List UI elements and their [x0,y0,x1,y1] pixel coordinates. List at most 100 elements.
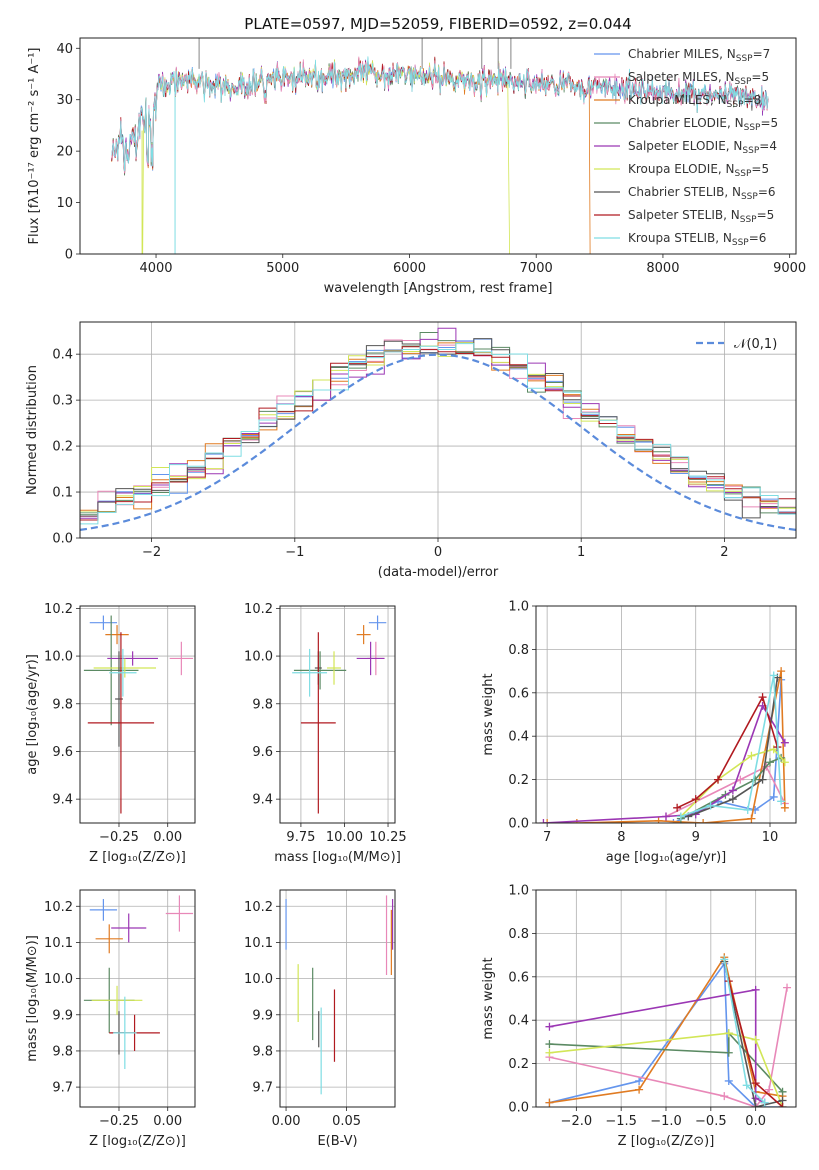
mass_vs_EBV-ytick-label-5: 10.2 [244,900,273,915]
weight_vs_age-ytick-label-2: 0.4 [508,730,529,745]
residuals-frame [79,321,797,539]
legend-suffix-2: =8 [744,93,762,107]
weight_vs_age-series-1 [665,765,786,818]
spectrum-xlabel: wavelength [Angstrom, rest frame] [324,281,553,296]
mass_vs_Z-ytick-label-4: 10.1 [44,936,73,951]
spectrum-xtick-label-2: 6000 [393,261,426,276]
spectrum-xtick-label-4: 8000 [646,261,679,276]
legend-label-4: Salpeter ELODIE, NSSP=4 [628,139,777,156]
mass_vs_EBV-plot-area [285,895,394,1095]
residuals-ytick-label-3: 0.3 [52,394,73,409]
spectrum-series-8 [111,56,769,172]
weight_vs_Z-marker-5-1 [724,1029,733,1038]
weight_vs_age-ytick-label-3: 0.6 [508,686,529,701]
mass_vs_Z-xtick-label-0: −0.25 [99,1114,139,1129]
legend-suffix-7: =5 [757,208,775,222]
weight_vs_Z-ytick-label-4: 0.8 [508,927,529,942]
spectrum-ytick-label-1: 10 [56,196,73,211]
weight_vs_Z-series-5 [549,1032,784,1107]
age_vs_mass-xlabel: mass [log₁₀(M/M⊙)] [274,850,401,865]
legend-name-7: Salpeter STELIB, N [628,208,740,222]
spectrum-frame [79,37,797,255]
legend-sub-6: SSP [741,192,758,202]
legend-label-3: Chabrier ELODIE, NSSP=5 [628,116,778,133]
spectrum-ytick-label-4: 40 [56,42,73,57]
weight_vs_Z-marker-1-3 [765,1085,774,1094]
spectrum-xtick-label-5: 9000 [773,261,806,276]
spectrum-ytick-label-3: 30 [56,93,73,108]
figure-title: PLATE=0597, MJD=52059, FIBERID=0592, z=0… [244,15,631,33]
panel-mass-vs-extinction: 0.00 0.05 9.7 9.8 9.9 10.0 10.1 10.2 E(B-V) [244,889,396,1149]
spectrum-xtick-label-1: 5000 [266,261,299,276]
legend-label-2: Kroupa MILES, NSSP=8 [628,93,761,110]
residuals-ytick-label-4: 0.4 [52,348,73,363]
weight_vs_age-ylabel: mass weight [481,673,496,755]
spectrum-xtick-label-3: 7000 [520,261,553,276]
legend-label-5: Kroupa ELODIE, NSSP=5 [628,162,769,179]
weight_vs_Z-ytick-label-2: 0.4 [508,1014,529,1029]
weight_vs_age-marker-6-1 [728,795,737,804]
age_vs_mass-frame [279,605,396,824]
legend-name-0: Chabrier MILES, N [628,47,736,61]
weight_vs_Z-marker-4-1 [751,985,760,994]
weight_vs_age-frame [535,605,797,824]
mass_vs_Z-grid [80,890,195,1107]
age_vs_Z-ylabel: age [log₁₀(age/yr)] [25,654,40,775]
age_vs_mass-xtick-label-1: 10.00 [326,830,363,845]
residuals-xtick-label-2: 0 [434,545,442,560]
age_vs_mass-grid [280,606,395,823]
weight_vs_Z-marker-2-1 [635,1085,644,1094]
weight_vs_Z-xtick-label-3: −0.5 [695,1114,727,1129]
weight_vs_age-marker-8-2 [743,805,752,814]
mass_vs_Z-xtick-label-1: 0.00 [153,1114,182,1129]
weight_vs_age-marker-2-0 [543,819,552,823]
weight_vs_Z-marker-3-1 [724,1048,733,1057]
mass_vs_EBV-xlabel: E(B-V) [317,1134,357,1149]
panel-mass-vs-metallicity: −0.25 0.00 9.7 9.8 9.9 10.0 10.1 10.2 Z [log₁₀(Z… [25,889,196,1149]
weight_vs_Z-frame [535,889,797,1108]
weight_vs_age-xtick-label-2: 9 [692,830,700,845]
weight_vs_Z-marker-2-0 [545,1098,554,1107]
weight_vs_age-xlabel: age [log₁₀(age/yr)] [606,850,727,865]
legend-name-3: Chabrier ELODIE, N [628,116,744,130]
legend-label-8: Kroupa STELIB, NSSP=6 [628,231,766,248]
residuals-xtick-label-1: −1 [285,545,304,560]
weight_vs_age-xtick-label-1: 8 [617,830,625,845]
panel-residual-histogram: −2 −1 0 1 2 0.0 0.1 0.2 0.3 0.4 (data-model)/error… [25,321,797,580]
legend-name-8: Kroupa STELIB, N [628,231,732,245]
legend-sub-0: SSP [736,54,753,64]
weight_vs_Z-xtick-label-0: −2.0 [561,1114,593,1129]
age_vs_Z-xlabel: Z [log₁₀(Z/Z⊙)] [89,850,186,865]
residuals-plot-area [80,327,796,531]
histogram-series-7 [80,346,796,521]
spectrum-xtick-label-0: 4000 [139,261,172,276]
age_vs_mass-ytick-label-0: 9.4 [252,793,273,808]
residuals-xtick-label-0: −2 [142,545,161,560]
legend-sub-5: SSP [735,169,752,179]
weight_vs_Z-marker-6-1 [751,1103,760,1107]
legend-sub-8: SSP [732,238,749,248]
weight_vs_Z-marker-0-3 [724,1076,733,1085]
age_vs_Z-ytick-label-1: 9.6 [52,745,73,760]
weight_vs_Z-ytick-label-0: 0.0 [508,1101,529,1116]
weight_vs_Z-ytick-label-1: 0.2 [508,1057,529,1072]
weight_vs_age-marker-5-2 [747,751,756,760]
panel-spectrum: 4000 5000 6000 7000 8000 9000 0 10 20 30 40 wavelen… [27,37,806,296]
panel-age-vs-metallicity: −0.25 0.00 9.4 9.6 9.8 10.0 10.2 Z [log₁₀(Z/Z⊙)… [25,602,196,865]
age_vs_mass-ytick-label-2: 9.8 [252,697,273,712]
weight_vs_Z-xtick-label-4: 0.0 [745,1114,766,1129]
weight_vs_age-marker-4-5 [780,738,789,747]
weight_vs_age-marker-0-0 [669,819,678,823]
legend-name-4: Salpeter ELODIE, N [628,139,742,153]
mass_vs_Z-ytick-label-0: 9.7 [52,1081,73,1096]
weight_vs_Z-marker-0-1 [635,1076,644,1085]
weight_vs_Z-series-0 [549,961,783,1107]
spectrum-ytick-label-2: 20 [56,145,73,160]
legend-label-0: Chabrier MILES, NSSP=7 [628,47,770,64]
mass_vs_EBV-xtick-label-1: 0.05 [332,1114,361,1129]
weight_vs_age-marker-7-2 [714,775,722,784]
mass_vs_EBV-ytick-label-0: 9.7 [252,1081,273,1096]
weight_vs_age-marker-4-3 [728,786,737,795]
age_vs_Z-ytick-label-0: 9.4 [52,793,73,808]
